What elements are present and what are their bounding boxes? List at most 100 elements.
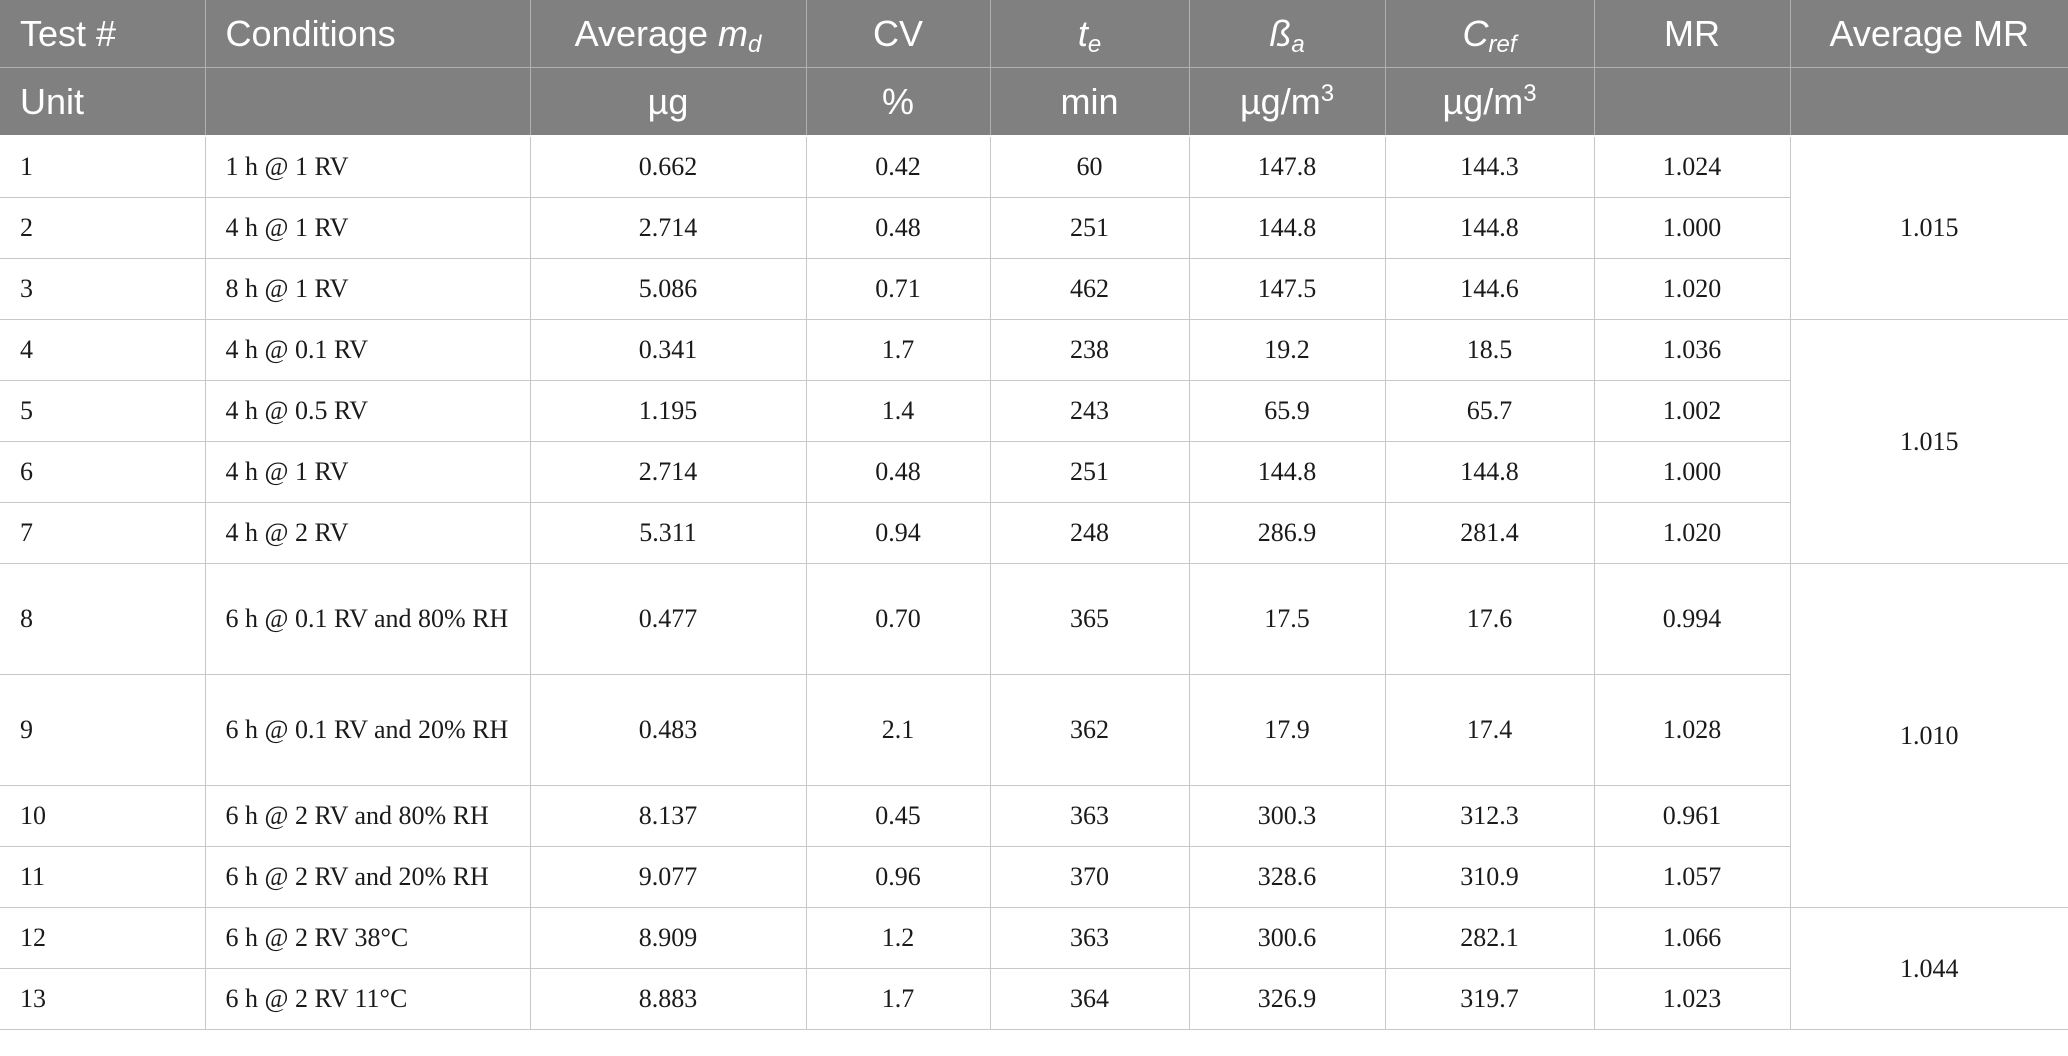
table-row: 3 8 h @ 1 RV 5.086 0.71 462 147.5 144.6 …: [0, 258, 2068, 320]
cell-md: 0.341: [529, 319, 807, 381]
cell-md: 0.662: [529, 135, 807, 198]
cell-ba: 326.9: [1188, 968, 1386, 1030]
unit-cref-base: µg/m: [1442, 80, 1524, 122]
cell-cv: 0.48: [805, 197, 991, 259]
cell-ba: 19.2: [1188, 319, 1386, 381]
header-conditions: Conditions: [205, 0, 531, 68]
cell-md: 2.714: [529, 197, 807, 259]
cell-te: 251: [989, 441, 1190, 503]
cell-ba: 144.8: [1188, 197, 1386, 259]
cell-average-mr: 1.010: [1789, 563, 2068, 908]
header-cv: CV: [806, 0, 991, 68]
cell-ba: 328.6: [1188, 846, 1386, 908]
cell-te: 248: [989, 502, 1190, 564]
header-cref-sub: ref: [1488, 30, 1517, 58]
table-row: 11 6 h @ 2 RV and 20% RH 9.077 0.96 370 …: [0, 846, 2068, 908]
header-cref: Cref: [1385, 0, 1595, 68]
cell-conditions: 6 h @ 0.1 RV and 80% RH: [204, 563, 531, 675]
cell-test: 10: [0, 785, 206, 847]
cell-conditions: 4 h @ 1 RV: [204, 197, 531, 259]
header-ba-sub: a: [1291, 30, 1305, 58]
cell-mr: 1.024: [1593, 135, 1791, 198]
cell-cref: 17.4: [1384, 674, 1595, 786]
cell-test: 8: [0, 563, 206, 675]
table-body: 1 1 h @ 1 RV 0.662 0.42 60 147.8 144.3 1…: [0, 135, 2068, 1030]
cell-cv: 0.71: [805, 258, 991, 320]
table-row: 8 6 h @ 0.1 RV and 80% RH 0.477 0.70 365…: [0, 563, 2068, 908]
cell-test: 1: [0, 135, 206, 198]
units-row: Unit µg % min µg/m3 µg/m3: [0, 67, 2068, 137]
cell-test: 7: [0, 502, 206, 564]
table-row: 10 6 h @ 2 RV and 80% RH 8.137 0.45 363 …: [0, 785, 2068, 847]
header-te: te: [990, 0, 1190, 68]
cell-mr: 1.057: [1593, 846, 1791, 908]
unit-average-mr: [1790, 67, 2068, 137]
cell-te: 462: [989, 258, 1190, 320]
cell-te: 243: [989, 380, 1190, 442]
cell-ba: 17.9: [1188, 674, 1386, 786]
unit-cref-exp: 3: [1523, 79, 1537, 107]
cell-cv: 1.7: [805, 319, 991, 381]
cell-cref: 282.1: [1384, 907, 1595, 969]
cell-conditions: 4 h @ 0.1 RV: [204, 319, 531, 381]
cell-conditions: 6 h @ 2 RV 38°C: [204, 907, 531, 969]
cell-cref: 310.9: [1384, 846, 1595, 908]
cell-md: 1.195: [529, 380, 807, 442]
cell-test: 11: [0, 846, 206, 908]
cell-test: 3: [0, 258, 206, 320]
cell-conditions: 6 h @ 0.1 RV and 20% RH: [204, 674, 531, 786]
unit-cref: µg/m3: [1385, 67, 1595, 137]
cell-cv: 0.48: [805, 441, 991, 503]
unit-conditions: [205, 67, 531, 137]
header-te-var: t: [1077, 12, 1088, 54]
unit-md: µg: [530, 67, 807, 137]
cell-ba: 300.3: [1188, 785, 1386, 847]
table-row: 6 4 h @ 1 RV 2.714 0.48 251 144.8 144.8 …: [0, 441, 2068, 503]
cell-cref: 17.6: [1384, 563, 1595, 675]
cell-conditions: 6 h @ 2 RV and 80% RH: [204, 785, 531, 847]
table-row: 12 6 h @ 2 RV 38°C 8.909 1.2 363 300.6 2…: [0, 907, 2068, 1030]
cell-conditions: 1 h @ 1 RV: [204, 135, 531, 198]
cell-md: 8.137: [529, 785, 807, 847]
header-mr: MR: [1594, 0, 1791, 68]
cell-average-mr: 1.044: [1789, 907, 2068, 1030]
cell-mr: 0.961: [1593, 785, 1791, 847]
results-table: Test # Conditions Average md CV te ßa Cr…: [0, 0, 2068, 1030]
cell-cv: 1.7: [805, 968, 991, 1030]
header-te-sub: e: [1087, 30, 1102, 58]
header-test: Test #: [0, 0, 206, 68]
cell-md: 0.483: [529, 674, 807, 786]
cell-cv: 0.94: [805, 502, 991, 564]
cell-ba: 65.9: [1188, 380, 1386, 442]
cell-mr: 1.020: [1593, 502, 1791, 564]
unit-ba: µg/m3: [1189, 67, 1386, 137]
cell-conditions: 4 h @ 2 RV: [204, 502, 531, 564]
cell-ba: 147.8: [1188, 135, 1386, 198]
cell-te: 251: [989, 197, 1190, 259]
unit-cv: %: [806, 67, 991, 137]
cell-conditions: 4 h @ 0.5 RV: [204, 380, 531, 442]
cell-mr: 1.020: [1593, 258, 1791, 320]
table-header: Test # Conditions Average md CV te ßa Cr…: [0, 0, 2068, 137]
table-row: 1 1 h @ 1 RV 0.662 0.42 60 147.8 144.3 1…: [0, 135, 2068, 320]
cell-ba: 144.8: [1188, 441, 1386, 503]
cell-te: 364: [989, 968, 1190, 1030]
table-row: 13 6 h @ 2 RV 11°C 8.883 1.7 364 326.9 3…: [0, 968, 2068, 1030]
cell-conditions: 6 h @ 2 RV 11°C: [204, 968, 531, 1030]
header-cref-var: C: [1462, 12, 1489, 54]
header-ba: ßa: [1189, 0, 1386, 68]
header-average-md-sub: d: [748, 30, 762, 58]
cell-te: 365: [989, 563, 1190, 675]
cell-mr: 1.066: [1593, 907, 1791, 969]
cell-cv: 0.45: [805, 785, 991, 847]
cell-mr: 1.000: [1593, 197, 1791, 259]
cell-conditions: 6 h @ 2 RV and 20% RH: [204, 846, 531, 908]
cell-md: 8.883: [529, 968, 807, 1030]
header-average-md: Average md: [530, 0, 807, 68]
cell-test: 6: [0, 441, 206, 503]
cell-cref: 281.4: [1384, 502, 1595, 564]
cell-cv: 0.42: [805, 135, 991, 198]
cell-test: 12: [0, 907, 206, 969]
cell-mr: 1.036: [1593, 319, 1791, 381]
cell-md: 0.477: [529, 563, 807, 675]
